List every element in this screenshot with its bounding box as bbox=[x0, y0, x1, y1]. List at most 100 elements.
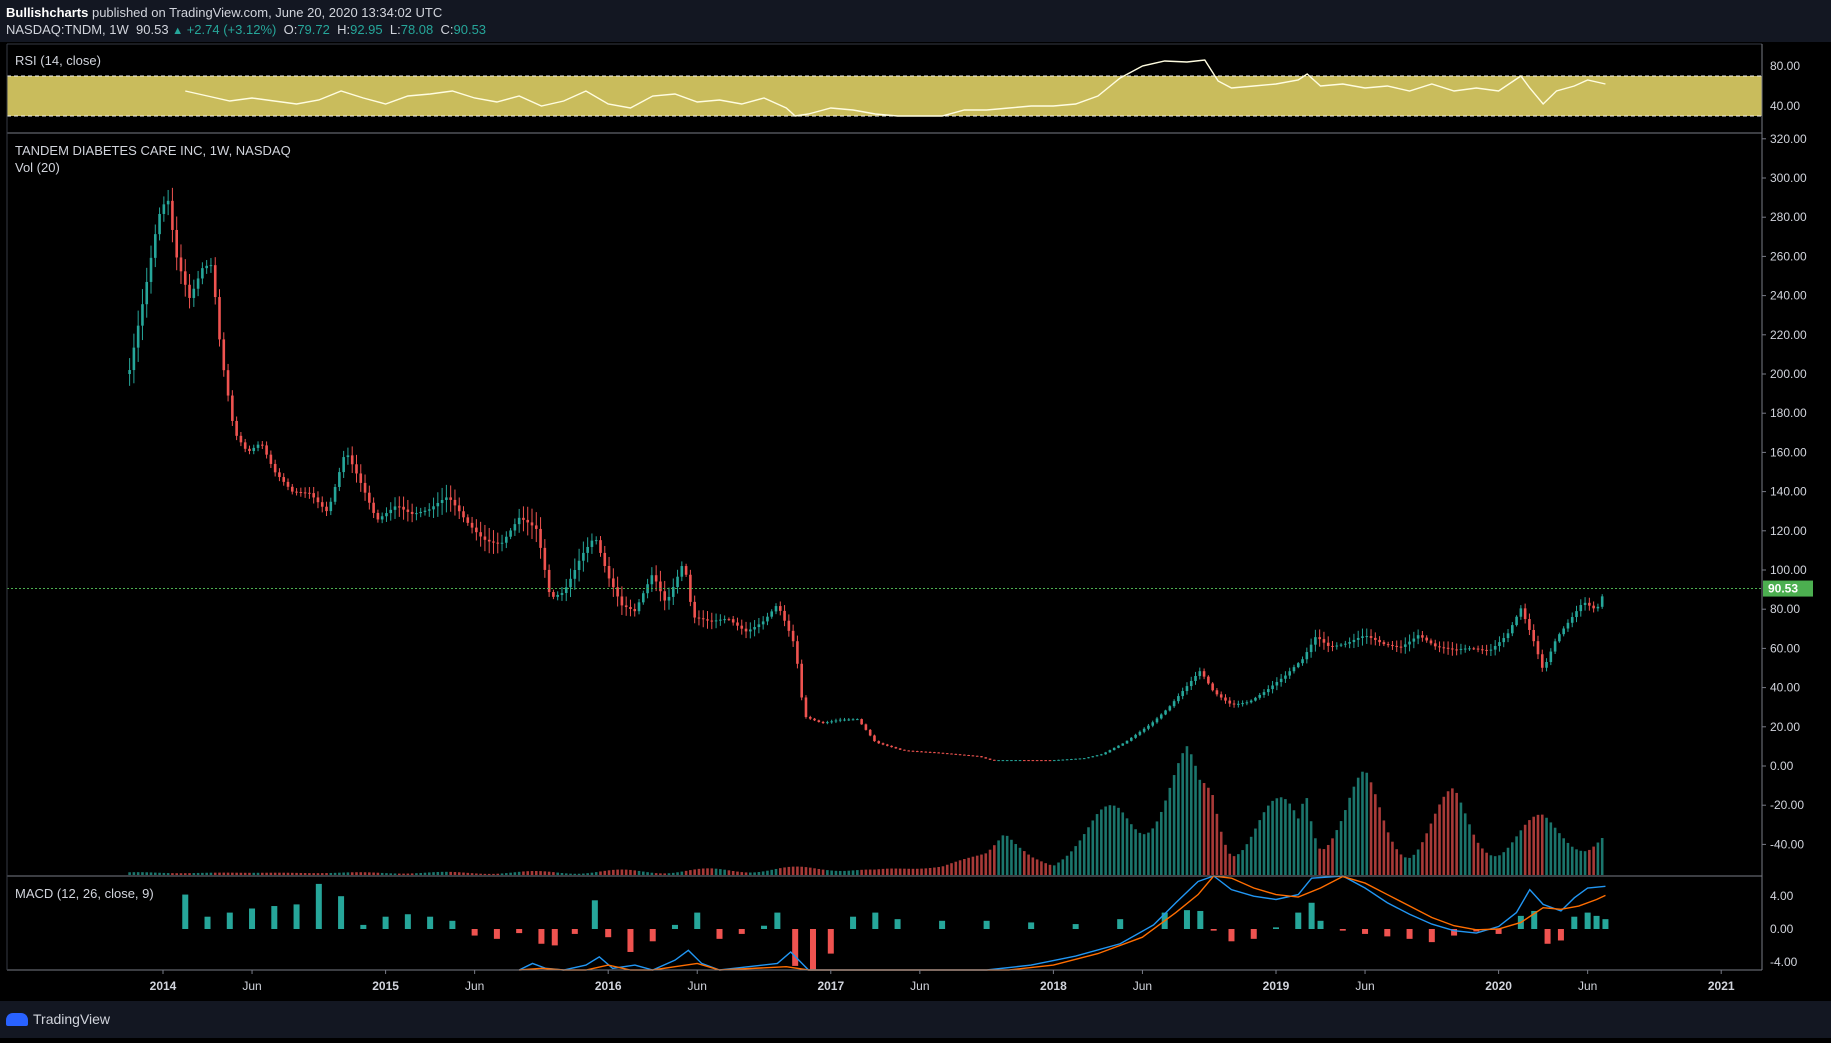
volume-bar bbox=[1168, 787, 1172, 875]
volume-bar bbox=[556, 872, 559, 875]
candle-body bbox=[697, 617, 701, 619]
price-tick-label: 120.00 bbox=[1770, 524, 1807, 538]
candle-body bbox=[543, 547, 547, 570]
volume-bar bbox=[1326, 844, 1330, 875]
volume-bar bbox=[787, 866, 791, 875]
volume-bar bbox=[303, 873, 307, 875]
candle-body bbox=[1386, 644, 1390, 646]
candle-body bbox=[1181, 691, 1184, 697]
volume-bar bbox=[1528, 820, 1531, 875]
macd-histogram-bar bbox=[226, 912, 233, 929]
high-label: H: bbox=[337, 22, 351, 37]
candle-body bbox=[1309, 644, 1313, 653]
volume-bar bbox=[402, 873, 405, 875]
volume-bar bbox=[333, 872, 337, 875]
volume-bar bbox=[766, 870, 769, 875]
volume-bar bbox=[1207, 787, 1210, 875]
candle-body bbox=[740, 625, 744, 629]
volume-bar bbox=[1057, 862, 1060, 875]
candle-body bbox=[432, 506, 435, 510]
candle-body bbox=[727, 619, 731, 621]
macd-histogram-bar bbox=[293, 904, 300, 929]
volume-bar bbox=[196, 872, 200, 875]
volume-bar bbox=[1442, 796, 1446, 875]
macd-histogram-bar bbox=[1317, 920, 1324, 929]
volume-bar bbox=[1412, 854, 1416, 875]
volume-bar bbox=[1536, 814, 1540, 875]
volume-bar bbox=[295, 872, 298, 875]
volume-bar bbox=[1065, 855, 1069, 875]
volume-bar bbox=[1138, 832, 1142, 875]
volume-bar bbox=[1510, 842, 1514, 875]
macd-histogram-bar bbox=[1584, 912, 1591, 929]
candle-body bbox=[569, 578, 572, 588]
macd-histogram-bar bbox=[1339, 929, 1346, 931]
macd-histogram-bar bbox=[338, 896, 345, 929]
main-title[interactable]: TANDEM DIABETES CARE INC, 1W, NASDAQ bbox=[15, 143, 291, 158]
candle-body bbox=[1356, 637, 1360, 640]
candle-body bbox=[629, 607, 632, 609]
candle-body bbox=[967, 755, 970, 757]
candle-body bbox=[1296, 663, 1300, 668]
macd-histogram-bar bbox=[404, 914, 411, 929]
candle-body bbox=[256, 444, 260, 448]
volume-bar bbox=[376, 872, 380, 875]
price-tick-label: 60.00 bbox=[1770, 641, 1800, 655]
volume-bar bbox=[915, 868, 919, 875]
volume-bar bbox=[278, 872, 281, 875]
volume-bar bbox=[192, 873, 196, 875]
macd-histogram-bar bbox=[761, 925, 768, 929]
volume-bar bbox=[136, 872, 140, 875]
volume-bar bbox=[963, 858, 966, 875]
candle-body bbox=[988, 758, 992, 760]
symbol-line: NASDAQ:TNDM, 1W 90.53 ▲ +2.74 (+3.12%) O… bbox=[6, 22, 486, 37]
volume-bar bbox=[479, 873, 482, 875]
volume-bar bbox=[1455, 792, 1458, 875]
volume-bar bbox=[1177, 763, 1180, 875]
close-value: 90.53 bbox=[453, 22, 487, 37]
candle-body bbox=[599, 540, 602, 553]
macd-histogram-bar bbox=[850, 916, 857, 929]
volume-bar bbox=[680, 871, 684, 875]
volume-bar bbox=[958, 860, 962, 875]
candle-body bbox=[1391, 645, 1394, 647]
volume-bar bbox=[903, 868, 906, 875]
candle-body bbox=[132, 347, 136, 371]
macd-histogram-bar bbox=[694, 912, 701, 929]
candle-body bbox=[1078, 758, 1082, 760]
volume-bar bbox=[933, 867, 936, 875]
candle-body bbox=[693, 601, 696, 618]
macd-label[interactable]: MACD (12, 26, close, 9) bbox=[15, 886, 154, 901]
candle-body bbox=[1348, 642, 1351, 644]
candle-body bbox=[539, 528, 542, 548]
volume-bar bbox=[1104, 806, 1107, 875]
price-tick-label: 320.00 bbox=[1770, 132, 1807, 146]
candle-body bbox=[389, 509, 393, 514]
macd-histogram-bar bbox=[449, 920, 456, 929]
volume-bar bbox=[706, 868, 709, 875]
volume-bar bbox=[864, 869, 868, 875]
candle-body bbox=[1164, 710, 1167, 715]
volume-bar bbox=[1549, 822, 1553, 875]
candle-body bbox=[368, 492, 371, 503]
candle-body bbox=[1455, 649, 1458, 651]
chart-canvas[interactable]: 40.00 80.00 -40.00 -20.00 0.00 20.00 40.00 60.0… bbox=[0, 42, 1831, 1043]
volume-bar bbox=[1369, 782, 1373, 875]
vol-label[interactable]: Vol (20) bbox=[15, 160, 60, 175]
tradingview-logo[interactable]: TradingView bbox=[6, 1011, 110, 1027]
macd-histogram-bar bbox=[1428, 929, 1435, 943]
candle-body bbox=[736, 622, 739, 626]
publisher-name[interactable]: Bullishcharts bbox=[6, 5, 89, 20]
up-triangle-icon: ▲ bbox=[172, 25, 184, 37]
candle-body bbox=[303, 492, 307, 494]
candle-body bbox=[128, 370, 131, 374]
candle-body bbox=[787, 620, 791, 631]
rsi-label[interactable]: RSI (14, close) bbox=[15, 53, 101, 68]
macd-histogram-bar bbox=[1250, 929, 1257, 939]
candle-body bbox=[898, 748, 902, 750]
candle-body bbox=[1506, 633, 1510, 639]
macd-histogram-bar bbox=[1602, 919, 1609, 929]
macd-histogram-bar bbox=[315, 883, 322, 929]
rsi-panel bbox=[7, 59, 1762, 117]
candle-body bbox=[1421, 635, 1424, 638]
